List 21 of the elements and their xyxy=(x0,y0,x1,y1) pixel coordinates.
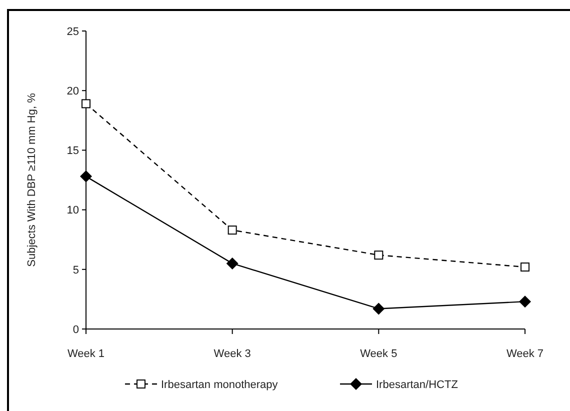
y-tick-label: 25 xyxy=(66,26,79,38)
x-tick-label: Week 3 xyxy=(214,348,251,360)
point xyxy=(82,99,90,108)
y-tick-label: 10 xyxy=(66,204,79,217)
point xyxy=(80,170,92,182)
y-tick-label: 20 xyxy=(66,85,79,98)
x-tick-label: Week 7 xyxy=(506,348,544,360)
y-axis-title: Subjects With DBP ≥110 mm Hg, % xyxy=(26,92,38,267)
point xyxy=(228,226,237,235)
x-tick-label: Week 5 xyxy=(360,348,398,360)
point xyxy=(374,250,384,260)
y-tick-label: 5 xyxy=(72,264,79,276)
legend-label: Irbesartan/HCTZ xyxy=(376,378,458,391)
point xyxy=(226,257,238,270)
point xyxy=(519,296,531,308)
legend-label: Irbesartan monotherapy xyxy=(161,378,278,391)
x-tick-label: Week 1 xyxy=(67,348,105,360)
point xyxy=(372,302,385,315)
y-tick-label: 15 xyxy=(66,145,79,158)
point xyxy=(520,262,530,272)
y-tick-label: 0 xyxy=(72,324,79,336)
